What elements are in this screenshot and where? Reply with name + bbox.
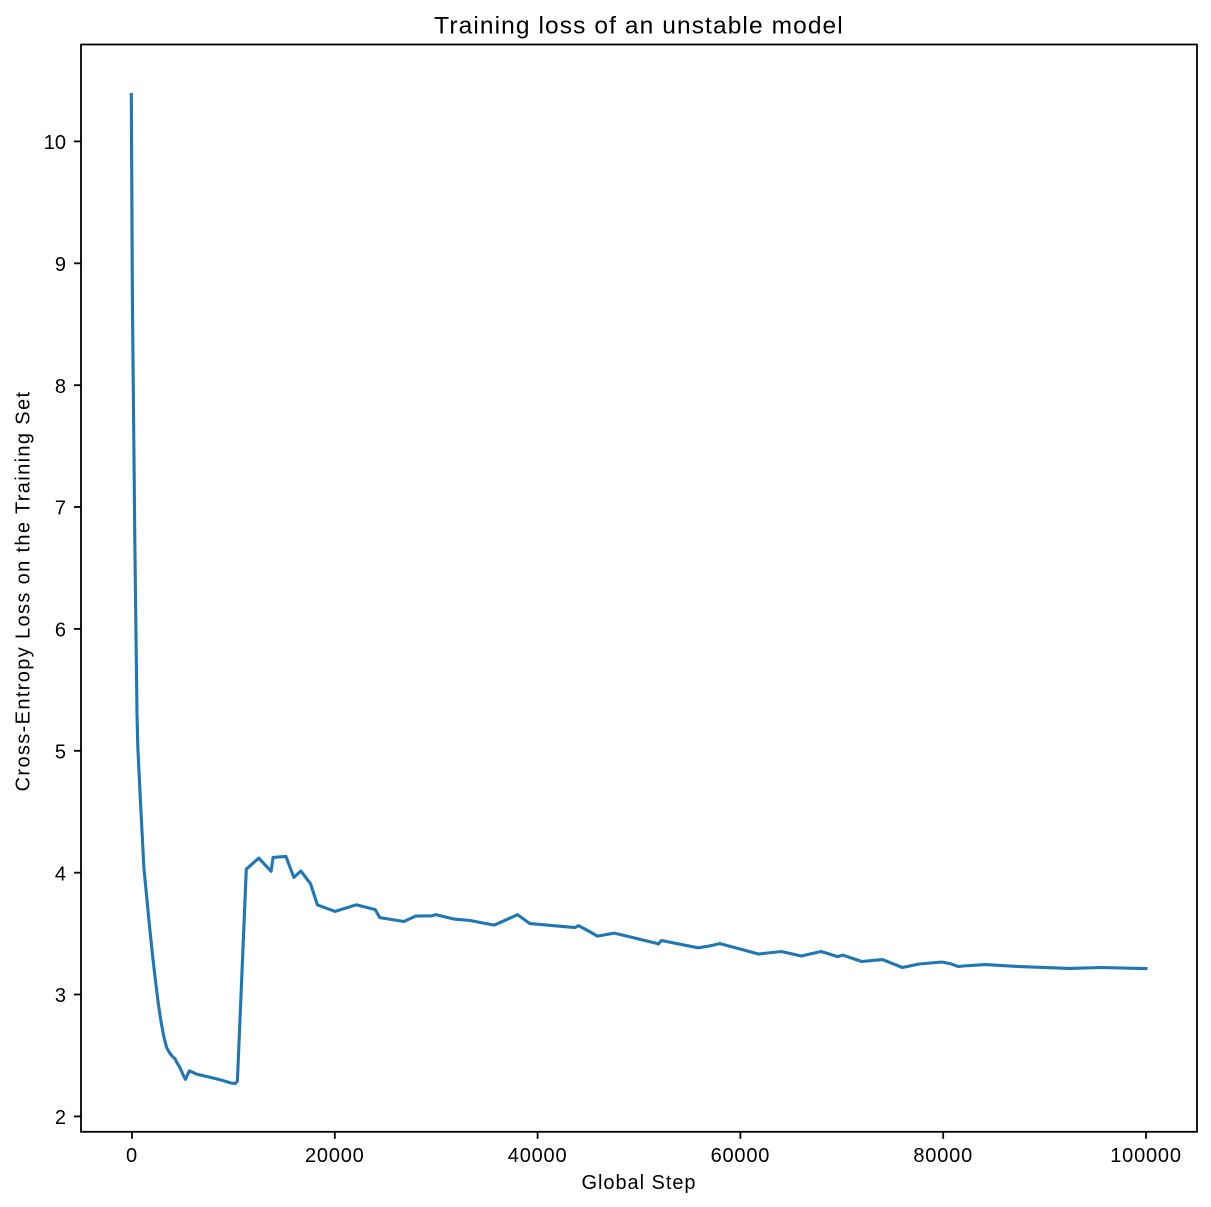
svg-text:20000: 20000 <box>305 1145 365 1167</box>
svg-text:3: 3 <box>55 985 66 1007</box>
svg-text:7: 7 <box>55 498 66 520</box>
svg-text:5: 5 <box>55 742 66 764</box>
svg-text:2: 2 <box>55 1107 66 1129</box>
svg-text:9: 9 <box>55 254 66 276</box>
svg-text:100000: 100000 <box>1110 1145 1182 1167</box>
svg-text:Training loss of an unstable m: Training loss of an unstable model <box>434 13 844 40</box>
svg-text:4: 4 <box>55 863 66 885</box>
svg-text:80000: 80000 <box>913 1145 973 1167</box>
svg-text:0: 0 <box>126 1145 138 1167</box>
svg-text:Global Step: Global Step <box>582 1172 697 1194</box>
svg-text:Cross-Entropy Loss on the Trai: Cross-Entropy Loss on the Training Set <box>13 391 35 792</box>
svg-text:60000: 60000 <box>711 1145 771 1167</box>
svg-text:6: 6 <box>55 620 66 642</box>
svg-text:40000: 40000 <box>508 1145 568 1167</box>
svg-text:8: 8 <box>55 376 66 398</box>
svg-text:10: 10 <box>44 132 66 154</box>
